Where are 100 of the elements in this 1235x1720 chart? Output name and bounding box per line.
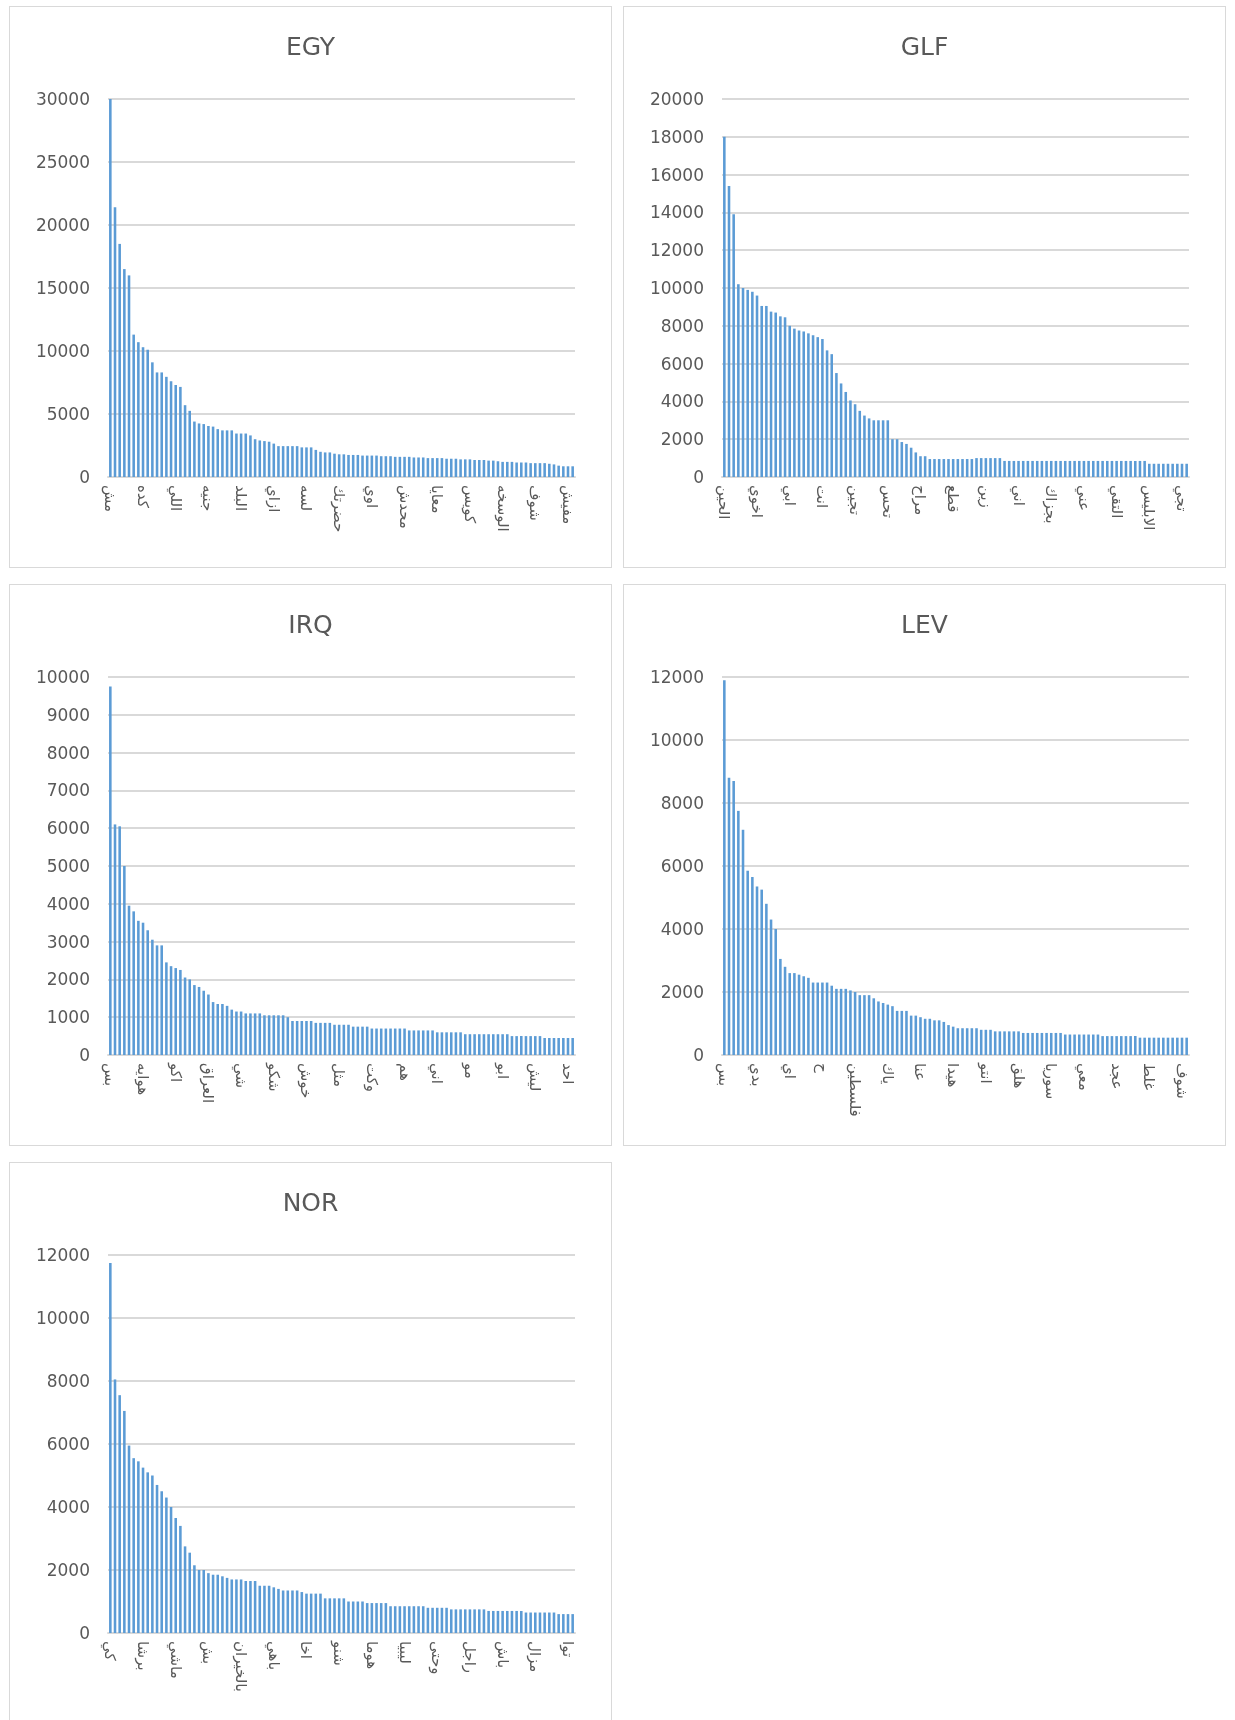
bar: [746, 289, 749, 477]
bar: [520, 1610, 523, 1633]
bar: [793, 973, 796, 1055]
bar: [361, 455, 364, 477]
bar: [1101, 460, 1104, 477]
x-tick-label: ليبيا: [395, 1641, 414, 1664]
bar: [506, 1610, 509, 1633]
bar: [975, 1028, 978, 1055]
y-tick-label: 8000: [46, 1371, 90, 1391]
bar: [165, 962, 168, 1055]
x-tick-label: كويس: [460, 485, 479, 525]
bar: [361, 1026, 364, 1055]
bar: [774, 312, 777, 477]
bar: [1134, 1036, 1137, 1055]
bar: [109, 1262, 112, 1633]
bar: [123, 866, 126, 1055]
y-tick-label: 15000: [35, 278, 90, 298]
bar: [1176, 1037, 1179, 1055]
bar: [1185, 463, 1188, 477]
bar: [835, 373, 838, 477]
bar: [562, 1037, 565, 1055]
x-tick-label: هوايه: [134, 1063, 153, 1096]
bar: [858, 410, 862, 477]
bar: [1003, 1031, 1006, 1055]
bar: [501, 1034, 504, 1055]
bar: [919, 1017, 922, 1055]
bar: [277, 1015, 280, 1055]
bar: [258, 440, 262, 477]
bar: [1059, 1032, 1062, 1055]
bar: [737, 284, 740, 477]
bar: [543, 463, 546, 477]
bar: [174, 385, 177, 477]
x-tick-label: سوريا: [1042, 1063, 1061, 1100]
bar: [557, 465, 560, 477]
x-tick-label: اكو: [166, 1062, 185, 1083]
bar: [473, 1609, 476, 1633]
bar: [477, 1609, 481, 1633]
bar: [417, 1030, 420, 1055]
bar: [146, 1472, 149, 1633]
bar: [933, 459, 936, 477]
bar: [1049, 1032, 1053, 1055]
bar: [1045, 1032, 1048, 1055]
chart-title: GLF: [900, 32, 949, 61]
bar: [793, 328, 796, 477]
bar: [491, 1610, 495, 1633]
bar: [905, 1010, 908, 1055]
bar: [919, 456, 922, 477]
x-tick-label: بدي: [747, 1063, 767, 1087]
bar: [235, 433, 238, 477]
bar: [562, 466, 565, 477]
bar: [732, 214, 735, 477]
x-tick-label: اوي: [361, 485, 381, 509]
bar: [459, 459, 462, 477]
bar: [877, 1001, 880, 1055]
x-tick-label: شنو: [330, 1640, 349, 1666]
bar: [202, 990, 206, 1055]
bar: [235, 1011, 238, 1055]
bar: [449, 1609, 453, 1633]
y-tick-label: 9000: [46, 704, 90, 725]
x-tick-label: معايا: [428, 485, 447, 514]
x-tick-label: توا: [558, 1641, 577, 1658]
bar: [202, 424, 206, 477]
x-tick-label: مو: [460, 1062, 479, 1079]
x-tick-label: زين: [976, 485, 995, 508]
bar: [151, 939, 154, 1055]
x-tick-label: تجين: [846, 485, 865, 515]
y-tick-label: 8000: [660, 315, 704, 336]
y-tick-label: 3000: [46, 931, 90, 952]
bar: [723, 136, 726, 477]
bar: [548, 1037, 551, 1055]
y-tick-label: 0: [79, 467, 90, 487]
bar: [305, 1020, 308, 1055]
x-tick-label: ابو: [493, 1062, 512, 1080]
bar: [459, 1609, 462, 1633]
x-tick-label: هلق: [1009, 1063, 1028, 1089]
bar: [877, 420, 880, 477]
x-tick-label: هيدا: [944, 1063, 963, 1088]
bar: [109, 99, 112, 477]
bar: [1115, 1036, 1118, 1055]
bar: [193, 985, 196, 1055]
x-tick-label: غلط: [1140, 1063, 1159, 1091]
bar: [230, 1579, 234, 1633]
bar: [835, 988, 838, 1055]
y-tick-label: 0: [79, 1623, 90, 1643]
bar: [179, 1525, 182, 1633]
bar: [863, 415, 866, 477]
bar: [534, 1612, 537, 1633]
bar: [1129, 1036, 1132, 1055]
bar: [146, 349, 149, 477]
x-tick-label: شوف: [526, 485, 545, 521]
bar: [1063, 1034, 1067, 1055]
bar: [249, 1581, 252, 1633]
y-tick-label: 6000: [46, 1434, 90, 1454]
bar: [891, 439, 894, 477]
bar: [989, 1029, 992, 1055]
bar: [1171, 1037, 1174, 1055]
x-tick-label: حضرتك: [330, 485, 349, 533]
y-tick-label: 2000: [660, 429, 704, 450]
bar: [459, 1032, 462, 1055]
bar: [487, 1610, 490, 1633]
